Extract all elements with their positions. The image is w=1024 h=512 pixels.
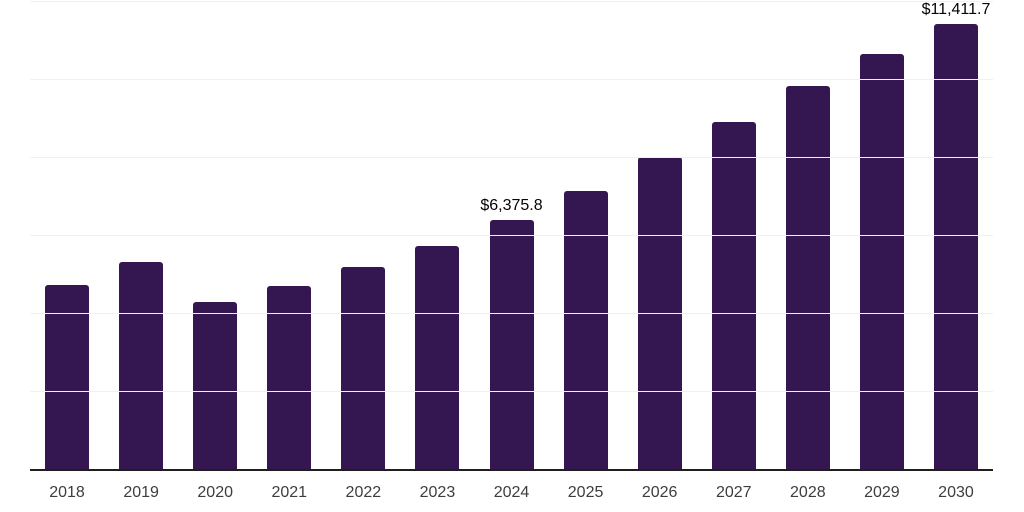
bar-slot-2020 [178,0,252,469]
bar-2026[interactable] [637,156,682,469]
bar-2018[interactable] [45,284,90,469]
bar-slot-2029 [845,0,919,469]
x-tick-2022: 2022 [345,484,382,501]
bar-slot-2021 [252,0,326,469]
bar-slot-2022 [326,0,400,469]
bar-slot-2030: $11,411.7 [919,0,993,469]
gridline-6000 [30,235,993,236]
x-tick-2029: 2029 [864,484,900,501]
data-label-2024: $6,375.8 [480,197,543,215]
x-tick-2030: 2030 [938,484,974,501]
x-tick-2023: 2023 [419,484,456,501]
bar-2024[interactable] [489,220,534,469]
gridline-10000 [30,79,993,80]
bar-slot-2018 [30,0,104,469]
bar-2021[interactable] [267,286,312,469]
x-axis-tick-labels: 2018 2019 2020 2021 2022 2023 2024 2025 2026 2027… [30,484,993,502]
bar-slot-2025 [549,0,623,469]
x-tick-2019: 2019 [123,484,159,501]
bar-slot-2024: $6,375.8 [474,0,548,469]
bar-2019[interactable] [119,261,164,469]
bar-2023[interactable] [415,245,460,469]
x-tick-2026: 2026 [641,484,678,501]
gridline-4000 [30,313,993,314]
x-tick-2027: 2027 [715,484,752,501]
bar-2030[interactable] [933,23,978,469]
bar-slot-2026 [623,0,697,469]
bar-2020[interactable] [193,301,238,469]
x-tick-2021: 2021 [271,484,308,501]
bar-slot-2019 [104,0,178,469]
gridline-8000 [30,157,993,158]
x-tick-2024: 2024 [493,484,530,501]
x-tick-2025: 2025 [567,484,604,501]
bar-2028[interactable] [785,86,830,469]
bar-2027[interactable] [711,121,756,469]
bar-2029[interactable] [859,53,904,469]
data-label-2030: $11,411.7 [921,0,991,18]
bar-2022[interactable] [341,266,386,469]
x-axis-line [30,469,993,471]
gridline-2000 [30,391,993,392]
bars-container: $6,375.8 $11,411.7 [30,0,993,469]
bar-2025[interactable] [563,190,608,469]
x-tick-2018: 2018 [49,484,85,501]
bar-slot-2023 [400,0,474,469]
bar-slot-2027 [697,0,771,469]
plot-area: $6,375.8 $11,411.7 [30,0,993,469]
bar-slot-2028 [771,0,845,469]
x-tick-2020: 2020 [197,484,233,501]
x-tick-2028: 2028 [790,484,826,501]
gridline-12000 [30,1,993,2]
